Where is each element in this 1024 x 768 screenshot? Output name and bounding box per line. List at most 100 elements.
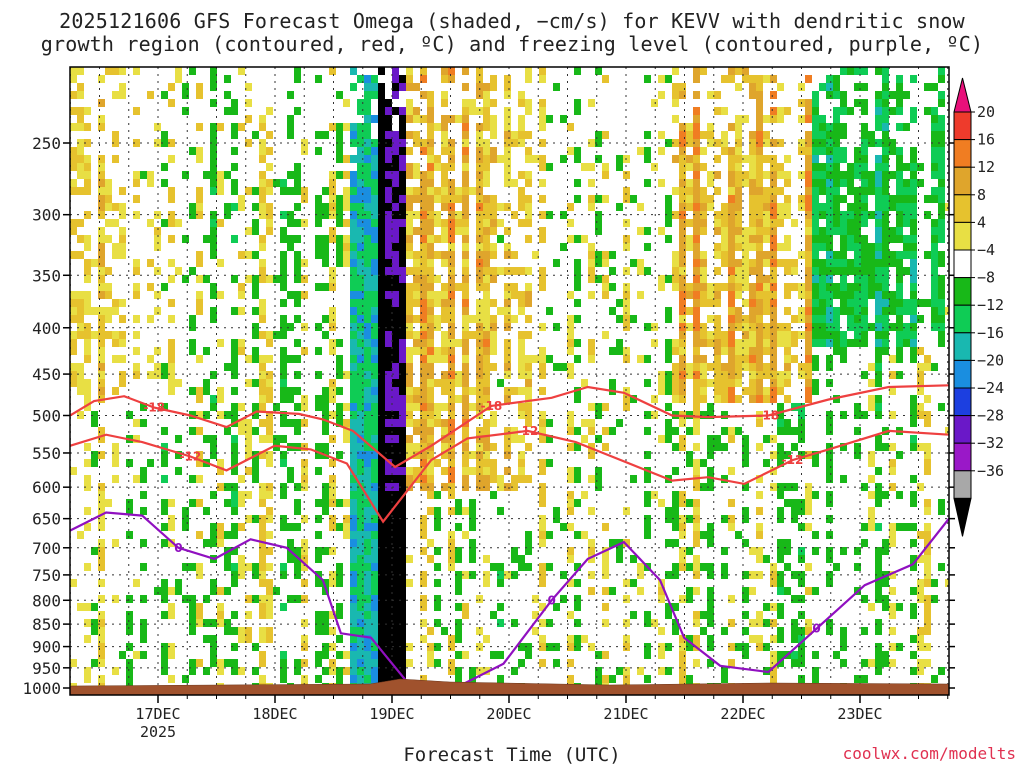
omega-cell	[266, 371, 273, 379]
omega-cell	[462, 259, 469, 267]
credit-link[interactable]: coolwx.com/modelts	[842, 744, 1016, 763]
omega-cell	[882, 219, 889, 227]
omega-cell	[427, 395, 434, 403]
omega-cell	[938, 219, 945, 227]
omega-cell	[574, 603, 581, 611]
omega-cell	[455, 371, 462, 379]
omega-cell	[770, 267, 777, 275]
omega-cell	[462, 131, 469, 139]
omega-cell	[301, 459, 308, 467]
omega-cell	[588, 291, 595, 299]
omega-cell	[392, 403, 399, 411]
omega-cell	[763, 75, 770, 83]
omega-cell	[602, 587, 609, 595]
omega-cell	[728, 643, 735, 651]
omega-cell	[238, 499, 245, 507]
omega-cell	[231, 627, 238, 635]
omega-cell	[784, 171, 791, 179]
omega-cell	[70, 187, 77, 195]
omega-cell	[252, 131, 259, 139]
omega-cell	[70, 75, 77, 83]
colorbar-swatch	[953, 470, 972, 499]
contour-label: -18	[758, 409, 780, 423]
omega-cell	[525, 99, 532, 107]
omega-cell	[399, 443, 406, 451]
omega-cell	[427, 187, 434, 195]
omega-cell	[833, 91, 840, 99]
omega-cell	[434, 315, 441, 323]
omega-cell	[686, 459, 693, 467]
omega-cell	[819, 163, 826, 171]
omega-cell	[490, 331, 497, 339]
omega-cell	[924, 83, 931, 91]
omega-cell	[756, 347, 763, 355]
omega-cell	[329, 411, 336, 419]
omega-cell	[329, 667, 336, 675]
omega-cell	[938, 299, 945, 307]
omega-cell	[420, 243, 427, 251]
omega-cell	[686, 179, 693, 187]
omega-cell	[756, 203, 763, 211]
omega-cell	[910, 315, 917, 323]
omega-cell	[770, 243, 777, 251]
omega-cell	[441, 163, 448, 171]
omega-cell	[539, 139, 546, 147]
omega-cell	[826, 579, 833, 587]
omega-cell	[406, 475, 413, 483]
omega-cell	[343, 419, 350, 427]
omega-cell	[777, 107, 784, 115]
omega-cell	[448, 555, 455, 563]
omega-cell	[217, 459, 224, 467]
omega-cell	[364, 571, 371, 579]
omega-cell	[294, 259, 301, 267]
omega-cell	[679, 363, 686, 371]
omega-cell	[357, 499, 364, 507]
omega-cell	[469, 515, 476, 523]
omega-cell	[679, 443, 686, 451]
omega-cell	[805, 291, 812, 299]
omega-cell	[462, 115, 469, 123]
omega-cell	[623, 403, 630, 411]
omega-cell	[735, 195, 742, 203]
omega-cell	[791, 355, 798, 363]
omega-cell	[756, 131, 763, 139]
omega-cell	[217, 411, 224, 419]
omega-cell	[504, 363, 511, 371]
omega-cell	[252, 379, 259, 387]
omega-cell	[686, 131, 693, 139]
omega-cell	[252, 571, 259, 579]
omega-cell	[84, 259, 91, 267]
omega-cell	[721, 515, 728, 523]
omega-cell	[686, 283, 693, 291]
omega-cell	[399, 379, 406, 387]
omega-cell	[854, 203, 861, 211]
omega-cell	[931, 307, 938, 315]
omega-cell	[364, 227, 371, 235]
omega-cell	[420, 547, 427, 555]
omega-cell	[350, 227, 357, 235]
omega-cell	[399, 283, 406, 291]
omega-cell	[840, 475, 847, 483]
omega-cell	[875, 579, 882, 587]
omega-cell	[133, 579, 140, 587]
omega-cell	[392, 475, 399, 483]
omega-cell	[644, 155, 651, 163]
omega-cell	[833, 139, 840, 147]
omega-cell	[784, 395, 791, 403]
omega-cell	[476, 347, 483, 355]
omega-cell	[539, 483, 546, 491]
omega-cell	[483, 459, 490, 467]
omega-cell	[231, 203, 238, 211]
omega-cell	[637, 563, 644, 571]
omega-cell	[686, 411, 693, 419]
omega-cell	[266, 483, 273, 491]
omega-cell	[665, 203, 672, 211]
omega-cell	[847, 299, 854, 307]
omega-cell	[126, 659, 133, 667]
omega-cell	[469, 555, 476, 563]
omega-cell	[749, 283, 756, 291]
omega-cell	[266, 579, 273, 587]
omega-cell	[854, 219, 861, 227]
omega-cell	[203, 539, 210, 547]
omega-cell	[910, 187, 917, 195]
